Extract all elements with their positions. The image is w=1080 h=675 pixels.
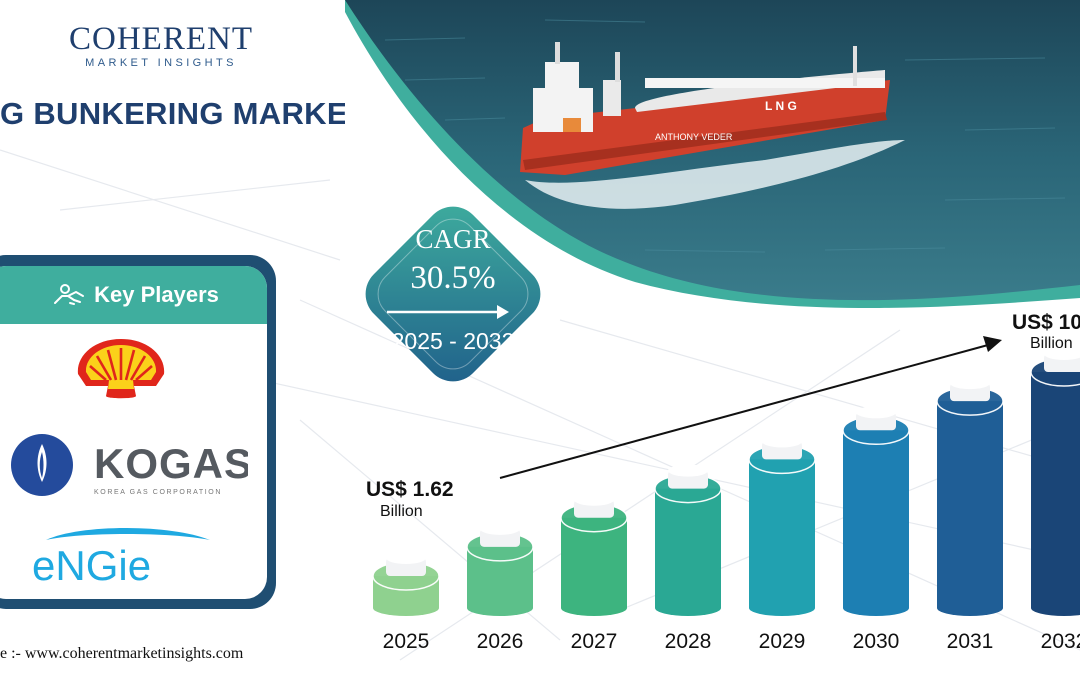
brand-tagline: MARKET INSIGHTS: [85, 57, 237, 69]
svg-text:KOREA GAS CORPORATION: KOREA GAS CORPORATION: [94, 489, 222, 496]
cagr-badge: CAGR 30.5% 2025 - 2032: [345, 186, 561, 402]
key-players-heading: Key Players: [94, 282, 219, 307]
start-value-label: US$ 1.62: [366, 478, 454, 501]
end-value-unit: Billion: [1030, 335, 1073, 352]
cagr-label: CAGR: [415, 224, 491, 254]
cagr-value: 30.5%: [410, 260, 496, 296]
kogas-logo: KOGAS KOREA GAS CORPORATION: [11, 434, 248, 496]
shell-logo: [77, 339, 165, 399]
svg-text:ANTHONY VEDER: ANTHONY VEDER: [655, 132, 733, 142]
svg-text:eNGie: eNGie: [32, 542, 151, 589]
svg-text:L N G: L N G: [765, 99, 797, 113]
engie-logo: eNGie: [32, 528, 210, 589]
source-text: e :- www.coherentmarketinsights.com: [0, 645, 244, 662]
brand-name: COHERENT: [69, 21, 253, 57]
handshake-icon: [54, 284, 85, 305]
page-title: G BUNKERING MARKET: [0, 96, 368, 131]
key-players-card: Key Players KOGAS KOREA GAS CORPORATION …: [0, 266, 267, 599]
svg-text:KOGAS: KOGAS: [94, 440, 248, 487]
end-value-label: US$ 10.: [1012, 311, 1080, 334]
brand-logo: COHERENT MARKET INSIGHTS: [56, 22, 266, 69]
cagr-period: 2025 - 2032: [391, 328, 515, 354]
key-players-header: Key Players: [0, 266, 267, 324]
start-value-unit: Billion: [380, 503, 423, 520]
